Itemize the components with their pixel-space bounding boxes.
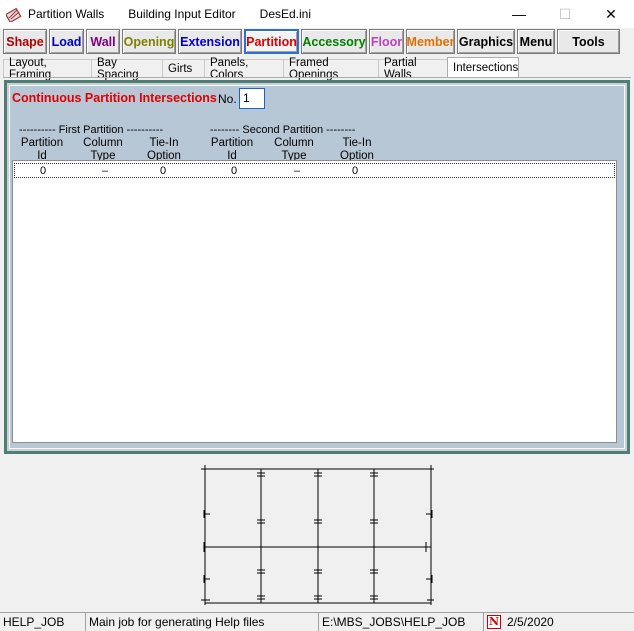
second-partition-header: -------- Second Partition -------- xyxy=(210,124,356,136)
col-header-second-partition-id: Partition Id xyxy=(210,137,254,162)
status-job: HELP_JOB xyxy=(0,612,86,631)
table-row[interactable]: 0 – 0 0 – 0 xyxy=(14,163,615,178)
tab-panels-colors[interactable]: Panels, Colors xyxy=(204,57,284,81)
maximize-button[interactable]: ☐ xyxy=(558,5,572,22)
tab-bay-spacing[interactable]: Bay Spacing xyxy=(91,57,163,81)
col-header-first-column-type: Column Type xyxy=(83,137,123,162)
app-icon xyxy=(4,6,22,24)
tab-partial-walls[interactable]: Partial Walls xyxy=(378,57,448,81)
window-title: Partition Walls xyxy=(28,7,105,21)
status-path: E:\MBS_JOBS\HELP_JOB xyxy=(319,612,484,631)
close-button[interactable]: ✕ xyxy=(605,5,617,22)
col-header-first-partition-id: Partition Id xyxy=(20,137,64,162)
status-bar: HELP_JOB Main job for generating Help fi… xyxy=(0,612,634,631)
tab-intersections[interactable]: Intersections xyxy=(447,57,519,78)
tools-button[interactable]: Tools xyxy=(557,29,620,54)
col-header-first-tiein-option: Tie-In Option xyxy=(147,137,181,162)
col-header-second-tiein-option: Tie-In Option xyxy=(340,137,374,162)
accessory-button[interactable]: Accessory xyxy=(301,29,367,54)
minimize-button[interactable]: — xyxy=(512,6,526,22)
cell-second-partition-id[interactable]: 0 xyxy=(230,165,238,177)
plan-drawing xyxy=(201,465,436,605)
load-button[interactable]: Load xyxy=(49,29,84,54)
floor-button[interactable]: Floor xyxy=(369,29,404,54)
n-icon: N xyxy=(487,615,501,629)
toolbar: Shape Load Wall Opening Extension Partit… xyxy=(3,29,622,55)
building-plan-preview xyxy=(200,464,436,606)
col-header-second-column-type: Column Type xyxy=(274,137,314,162)
shape-button[interactable]: Shape xyxy=(3,29,47,54)
member-button[interactable]: Member xyxy=(406,29,455,54)
cell-second-tiein-option[interactable]: 0 xyxy=(351,165,359,177)
tab-strip: Layout, Framing Bay Spacing Girts Panels… xyxy=(3,57,519,81)
title-bar: Partition Walls Building Input Editor De… xyxy=(0,0,634,28)
partition-button[interactable]: Partition xyxy=(244,29,299,54)
window-file: DesEd.ini xyxy=(259,7,312,21)
opening-button[interactable]: Opening xyxy=(122,29,176,54)
tab-framed-openings[interactable]: Framed Openings xyxy=(283,57,379,81)
intersections-panel: Continuous Partition Intersections No. 1… xyxy=(4,80,630,454)
tab-girts[interactable]: Girts xyxy=(162,59,205,78)
status-description: Main job for generating Help files xyxy=(86,612,319,631)
window-subtitle: Building Input Editor xyxy=(128,7,236,21)
extension-button[interactable]: Extension xyxy=(178,29,242,54)
cell-second-column-type[interactable]: – xyxy=(293,165,301,177)
graphics-button[interactable]: Graphics xyxy=(457,29,515,54)
intersections-grid[interactable]: 0 – 0 0 – 0 xyxy=(12,160,617,443)
tab-divider xyxy=(3,77,631,78)
number-input[interactable]: 1 xyxy=(239,88,265,109)
status-date: 2/5/2020 xyxy=(507,615,554,629)
wall-button[interactable]: Wall xyxy=(86,29,120,54)
cell-first-partition-id[interactable]: 0 xyxy=(39,165,47,177)
cell-first-tiein-option[interactable]: 0 xyxy=(159,165,167,177)
status-date-section: N 2/5/2020 xyxy=(484,612,634,631)
tab-layout-framing[interactable]: Layout, Framing xyxy=(3,57,92,81)
menu-button[interactable]: Menu xyxy=(517,29,555,54)
number-label: No. xyxy=(218,92,237,106)
first-partition-header: ---------- First Partition ---------- xyxy=(19,124,164,136)
section-title: Continuous Partition Intersections xyxy=(12,91,217,105)
cell-first-column-type[interactable]: – xyxy=(101,165,109,177)
